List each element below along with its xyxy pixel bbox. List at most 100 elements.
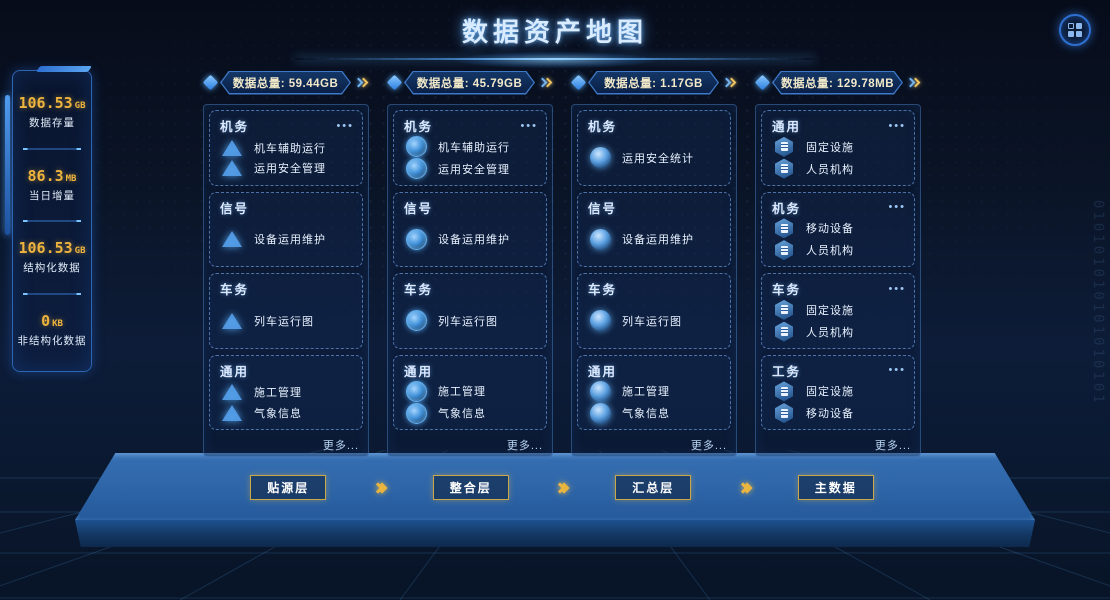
data-item[interactable]: 施工管理 bbox=[220, 384, 354, 400]
data-item-label: 设备运用维护 bbox=[438, 234, 510, 247]
more-link[interactable]: 更多... bbox=[690, 440, 727, 452]
document-glyph bbox=[780, 164, 788, 174]
data-item[interactable]: 移动设备 bbox=[772, 403, 906, 423]
data-item-label: 气象信息 bbox=[254, 407, 302, 420]
more-menu-icon[interactable]: ••• bbox=[336, 119, 354, 132]
data-total-label: 数据总量: 59.44GB bbox=[232, 77, 339, 90]
document-glyph bbox=[780, 305, 788, 315]
data-layer-column: 数据总量: 59.44GB 机务 ••• 机车辅助运行 运用安全管理 信号 设备运用维护 车务… bbox=[202, 70, 369, 457]
data-item-label: 人员机构 bbox=[806, 245, 854, 258]
data-item[interactable]: 气象信息 bbox=[220, 405, 354, 421]
data-item[interactable]: 运用安全统计 bbox=[588, 147, 722, 168]
more-menu-icon[interactable]: ••• bbox=[888, 201, 906, 213]
data-total-badge: 数据总量: 129.78MB bbox=[754, 70, 921, 95]
hexagon-icon bbox=[772, 322, 796, 342]
columns: 数据总量: 59.44GB 机务 ••• 机车辅助运行 运用安全管理 信号 设备运用维护 车务… bbox=[202, 70, 921, 457]
double-chevron-icon bbox=[353, 77, 369, 88]
data-item-label: 固定设施 bbox=[806, 386, 854, 399]
layer-label-master-data[interactable]: 主数据 bbox=[797, 475, 874, 500]
grid-icon bbox=[1068, 23, 1082, 37]
data-item[interactable]: 施工管理 bbox=[588, 381, 722, 402]
panel-title: 信号 bbox=[220, 201, 250, 216]
category-panel: 机务 ••• 机车辅助运行 运用安全管理 bbox=[393, 110, 547, 186]
stat-divider bbox=[23, 220, 81, 222]
page-title: 数据资产地图 bbox=[461, 17, 648, 47]
category-panel: 信号 设备运用维护 bbox=[393, 191, 547, 267]
document-glyph bbox=[780, 142, 788, 152]
data-item-label: 列车运行图 bbox=[438, 315, 498, 328]
double-chevron-icon bbox=[371, 481, 388, 494]
stat-divider bbox=[23, 147, 81, 150]
data-item[interactable]: 固定设施 bbox=[772, 300, 906, 320]
diamond-icon bbox=[570, 74, 587, 91]
category-panel: 机务 运用安全统计 bbox=[577, 110, 731, 186]
data-item[interactable]: 气象信息 bbox=[588, 403, 722, 424]
data-item[interactable]: 人员机构 bbox=[772, 159, 906, 179]
category-panel-group: 机务 ••• 机车辅助运行 运用安全管理 信号 设备运用维护 车务 列车运行图 通用 施工管理 气象… bbox=[203, 104, 369, 457]
data-item[interactable]: 人员机构 bbox=[772, 240, 906, 260]
data-item[interactable]: 人员机构 bbox=[772, 322, 906, 342]
flow-step: 汇总层 bbox=[568, 475, 739, 500]
data-total-badge: 数据总量: 1.17GB bbox=[570, 70, 737, 95]
panel-title: 车务 bbox=[220, 283, 250, 297]
data-item[interactable]: 施工管理 bbox=[404, 381, 538, 402]
data-item[interactable]: 气象信息 bbox=[404, 403, 538, 424]
layer-label-integration[interactable]: 整合层 bbox=[432, 475, 509, 500]
more-link[interactable]: 更多... bbox=[506, 440, 543, 452]
sphere-icon bbox=[588, 403, 612, 424]
stat-label: 非结构化数据 bbox=[17, 334, 87, 347]
layer-label-source[interactable]: 贴源层 bbox=[250, 475, 327, 500]
category-panel: 通用 施工管理 气象信息 bbox=[209, 354, 363, 430]
pyramid-icon bbox=[220, 384, 244, 400]
title-flare bbox=[455, 52, 655, 68]
category-panel: 通用 施工管理 气象信息 bbox=[577, 354, 731, 430]
more-menu-icon[interactable]: ••• bbox=[888, 364, 906, 376]
data-item[interactable]: 机车辅助运行 bbox=[220, 140, 354, 156]
data-item[interactable]: 运用安全管理 bbox=[220, 160, 354, 176]
layer-flow: 贴源层 整合层 汇总层 主数据 bbox=[203, 475, 921, 500]
data-item[interactable]: 固定设施 bbox=[772, 381, 906, 401]
more-link[interactable]: 更多... bbox=[322, 440, 359, 452]
flow-step: 整合层 bbox=[386, 475, 557, 500]
more-menu-icon[interactable]: ••• bbox=[888, 119, 906, 132]
data-item-label: 气象信息 bbox=[622, 408, 670, 421]
more-menu-icon[interactable]: ••• bbox=[520, 119, 538, 132]
stat-label: 当日增量 bbox=[29, 189, 75, 202]
grid-icon-square bbox=[1076, 31, 1082, 37]
data-item-label: 设备运用维护 bbox=[254, 234, 326, 247]
flow-step: 贴源层 bbox=[203, 475, 374, 500]
data-item[interactable]: 固定设施 bbox=[772, 137, 906, 157]
data-item[interactable]: 机车辅助运行 bbox=[404, 136, 538, 157]
stat-data-storage: 106.53 GB 数据存量 bbox=[17, 94, 87, 130]
apps-menu-button[interactable] bbox=[1059, 14, 1091, 46]
chevron-right-icon bbox=[358, 77, 369, 88]
more-link[interactable]: 更多... bbox=[874, 440, 911, 452]
data-item[interactable]: 列车运行图 bbox=[588, 310, 722, 331]
hexagon-icon bbox=[772, 218, 796, 238]
data-item[interactable]: 列车运行图 bbox=[220, 313, 354, 329]
grid-icon-square bbox=[1076, 23, 1082, 29]
data-item[interactable]: 设备运用维护 bbox=[220, 231, 354, 247]
ring-icon bbox=[404, 310, 428, 331]
stat-label: 数据存量 bbox=[29, 117, 75, 130]
category-panel: 信号 设备运用维护 bbox=[577, 191, 731, 267]
data-item[interactable]: 列车运行图 bbox=[404, 310, 538, 331]
data-item[interactable]: 运用安全管理 bbox=[404, 158, 538, 179]
data-total-badge: 数据总量: 59.44GB bbox=[202, 70, 369, 95]
stat-unit: MB bbox=[65, 173, 77, 184]
ring-icon bbox=[404, 403, 428, 424]
panel-title: 通用 bbox=[772, 120, 802, 134]
data-total-badge: 数据总量: 45.79GB bbox=[386, 70, 553, 95]
data-item[interactable]: 设备运用维护 bbox=[404, 229, 538, 250]
data-item[interactable]: 移动设备 bbox=[772, 218, 906, 238]
document-glyph bbox=[780, 408, 788, 418]
more-menu-icon[interactable]: ••• bbox=[888, 282, 906, 295]
stat-value: 106.53 GB bbox=[18, 239, 86, 258]
stat-divider bbox=[23, 292, 81, 295]
data-item-label: 人员机构 bbox=[806, 326, 854, 339]
data-item[interactable]: 设备运用维护 bbox=[588, 229, 722, 250]
hexagon-icon bbox=[772, 159, 796, 179]
layer-label-summary[interactable]: 汇总层 bbox=[615, 475, 692, 500]
document-glyph bbox=[780, 223, 788, 233]
